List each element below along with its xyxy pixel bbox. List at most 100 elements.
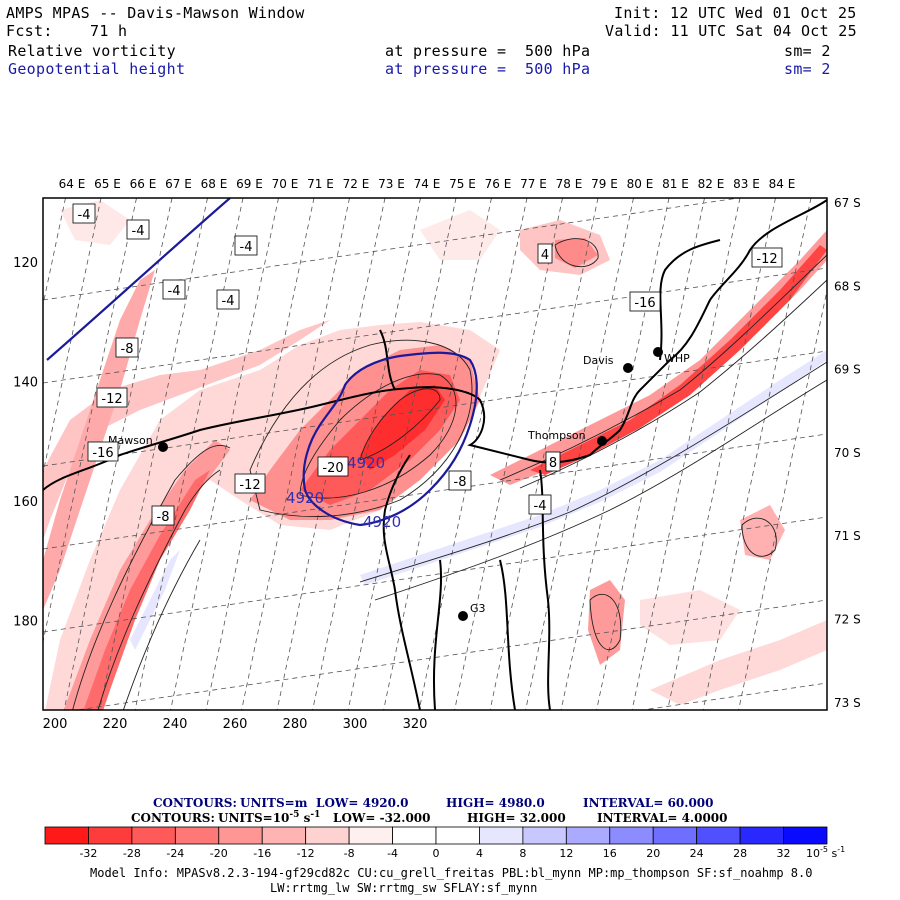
- y-tick-label: 160: [13, 495, 38, 510]
- meridian-line: [596, 198, 705, 710]
- vorticity-label-box: [317, 456, 349, 477]
- vorticity-label-box: [528, 494, 552, 515]
- y-tick-label: 120: [13, 256, 38, 271]
- meridian-line: [738, 288, 827, 710]
- colorbar-tick: -8: [344, 847, 355, 860]
- vorticity-contours: [72, 238, 827, 710]
- field1-smoothing: sm= 2: [784, 42, 831, 60]
- longitude-label: 82 E: [698, 177, 725, 191]
- meridian-line: [418, 198, 528, 710]
- colorbar-tick: 20: [646, 847, 660, 860]
- vort-patch-n2: [420, 210, 500, 260]
- longitude-label: 75 E: [449, 177, 476, 191]
- longitude-label: 67 E: [165, 177, 192, 191]
- colorbar-tick-labels: -32 -28 -24 -20 -16 -12 -8 -4 0 4 8 12 16 20 24 28 32: [79, 847, 790, 860]
- colorbar-tick: 12: [559, 847, 573, 860]
- plot-area: [0, 198, 827, 720]
- colorbar-swatch: [565, 826, 611, 845]
- longitude-label: 72 E: [343, 177, 370, 191]
- colorbar-tick: 0: [433, 847, 440, 860]
- meridian-line: [312, 198, 421, 710]
- vort-east-band: [490, 230, 827, 485]
- station-label-mawson: Mawson: [108, 434, 153, 447]
- vorticity-label-box: [234, 235, 258, 256]
- vorticity-label-box: [216, 289, 240, 310]
- vorticity-label: -4: [168, 284, 181, 299]
- vorticity-label: 8: [549, 456, 557, 471]
- colorbar-swatch: [174, 826, 220, 845]
- parallel-line: [43, 267, 827, 384]
- contours-line1-prefix: CONTOURS:: [153, 796, 237, 810]
- vorticity-shading: [43, 200, 827, 710]
- colorbar-swatch: [348, 826, 393, 845]
- longitude-label: 79 E: [591, 177, 618, 191]
- station-whp-dot: [653, 347, 663, 357]
- colorbar-swatch: [739, 826, 784, 845]
- x-tick-label: 200: [43, 717, 68, 732]
- plot-title: AMPS MPAS -- Davis-Mawson Window: [6, 4, 305, 22]
- vort-patch-ne-core: [555, 238, 598, 268]
- colorbar-swatch: [696, 826, 741, 845]
- colorbar-swatch: [783, 826, 828, 845]
- vorticity-label: -4: [240, 240, 253, 255]
- meridian-line: [241, 198, 350, 710]
- colorbar-swatch: [522, 826, 567, 845]
- parallel-line: [43, 433, 827, 550]
- height-label: 4920: [347, 454, 385, 472]
- longitude-label: 84 E: [769, 177, 796, 191]
- vorticity-label: -12: [239, 478, 260, 493]
- height-contour-labels: 4920 4920 4920: [286, 454, 401, 531]
- vorticity-label-box: [87, 441, 119, 462]
- latitude-label: 68 S: [834, 279, 861, 293]
- station-labels: Mawson Davis WHP Thompson G3: [108, 352, 690, 615]
- vorticity-label-box: [115, 337, 139, 358]
- colorbar-tick: 8: [519, 847, 526, 860]
- x-tick-label: 220: [103, 717, 128, 732]
- station-mawson-dot: [158, 442, 168, 452]
- colorbar-swatch: [88, 826, 133, 845]
- station-davis-dot: [623, 363, 633, 373]
- vorticity-label: -8: [454, 475, 467, 490]
- latitude-label: 70 S: [834, 446, 861, 460]
- colorbar-swatch: [652, 826, 698, 845]
- longitude-label: 77 E: [520, 177, 547, 191]
- colorbar-swatch: [218, 826, 263, 845]
- vorticity-label: -16: [92, 446, 113, 461]
- longitude-label: 70 E: [272, 177, 299, 191]
- vorticity-label: -12: [101, 392, 122, 407]
- colorbar-tick: 4: [476, 847, 483, 860]
- vorticity-label-box: [545, 451, 561, 472]
- meridian-line: [631, 198, 741, 710]
- x-tick-label: 240: [163, 717, 188, 732]
- field2-smoothing: sm= 2: [784, 60, 831, 78]
- station-label-whp: WHP: [664, 352, 690, 365]
- colorbar-swatch: [435, 826, 480, 845]
- contours-line2-low: LOW= -32.000: [333, 811, 431, 825]
- colorbar-swatch: [261, 826, 307, 845]
- colorbar-tick: -4: [387, 847, 398, 860]
- contours-line1-low: LOW= 4920.0: [316, 796, 409, 810]
- colorbar-swatch: [392, 826, 437, 845]
- contours-line1-units: UNITS=m: [240, 796, 308, 810]
- meridian-line: [0, 198, 30, 720]
- meridian-line: [667, 198, 776, 710]
- vorticity-labels: -4 -4 -4 -4 -4 -8 -12 -16 -20 -12 -8 -4 4 8 -8 -12 -16: [72, 203, 783, 526]
- vort-west-stripe-core: [83, 470, 210, 710]
- contours-line1-high: HIGH= 4980.0: [446, 796, 545, 810]
- vort-positive-band-2: [130, 550, 180, 650]
- colorbar-tick: -12: [297, 847, 315, 860]
- vorticity-label: -4: [132, 224, 145, 239]
- x-tick-label: 280: [283, 717, 308, 732]
- colorbar-tick: 28: [733, 847, 747, 860]
- meridian-line: [43, 198, 137, 644]
- colorbar-swatch: [609, 826, 654, 845]
- field2-name: Geopotential height: [8, 60, 186, 78]
- meridian-line: [454, 198, 563, 710]
- vorticity-label-box: [448, 470, 472, 491]
- y-tick-label: 140: [13, 376, 38, 391]
- parallel-line: [640, 682, 827, 710]
- vorticity-label-box: [629, 291, 661, 312]
- vort-patch-s4: [640, 590, 740, 645]
- colorbar-swatch: [44, 826, 89, 845]
- colorbar-tick: 32: [777, 847, 791, 860]
